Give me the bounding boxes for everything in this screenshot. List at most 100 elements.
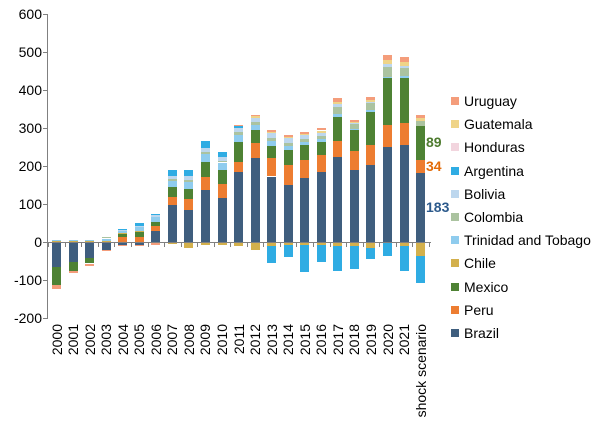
bar-segment-peru xyxy=(218,184,227,198)
bar-segment-trinidad-and-tobago xyxy=(168,180,177,187)
bar-segment-guatemala xyxy=(267,131,276,133)
y-tick-label: 300 xyxy=(18,120,42,136)
bar-segment-colombia xyxy=(416,121,425,126)
bar-segment-colombia xyxy=(317,136,326,139)
x-tick-label: 2007 xyxy=(164,324,180,356)
bar-segment-chile xyxy=(366,243,375,248)
legend-label-brazil: Brazil xyxy=(464,325,500,341)
bar-segment-mexico xyxy=(52,267,61,285)
bar-segment-chile xyxy=(300,243,309,245)
bar-segment-bolivia xyxy=(383,64,392,67)
bar-segment-guatemala xyxy=(366,100,375,102)
bar-segment-bolivia xyxy=(184,176,193,180)
bar-segment-colombia xyxy=(102,237,111,238)
legend-label-bolivia: Bolivia xyxy=(464,186,506,202)
x-tick-label: 2020 xyxy=(380,324,396,356)
bar-segment-trinidad-and-tobago xyxy=(135,227,144,231)
bar-segment-guatemala xyxy=(317,131,326,133)
bar-segment-peru xyxy=(383,125,392,147)
bar-segment-trinidad-and-tobago xyxy=(400,76,409,78)
bar-segment-peru xyxy=(317,155,326,172)
y-axis-tick xyxy=(43,280,47,281)
bar-segment-bolivia xyxy=(300,135,309,139)
y-axis-line xyxy=(47,14,48,319)
bar-segment-colombia xyxy=(300,139,309,142)
bar-segment-trinidad-and-tobago xyxy=(118,231,127,233)
bar-segment-chile xyxy=(201,243,210,245)
bar-segment-chile xyxy=(184,243,193,248)
bar-segment-brazil xyxy=(151,231,160,242)
x-tick-label: 2003 xyxy=(98,324,114,356)
bar-segment-trinidad-and-tobago xyxy=(350,128,359,130)
x-tick-label: 2000 xyxy=(49,324,65,356)
bar-segment-argentina xyxy=(317,245,326,262)
x-tick-label: 2013 xyxy=(264,324,280,356)
y-axis-tick xyxy=(43,14,47,15)
bar-segment-argentina xyxy=(400,246,409,271)
bar-segment-bolivia xyxy=(118,230,127,231)
bar-segment-chile xyxy=(400,243,409,246)
bar-segment-trinidad-and-tobago xyxy=(102,239,111,241)
bar-segment-trinidad-and-tobago xyxy=(251,124,260,130)
x-axis-tick xyxy=(214,243,215,247)
legend-label-uruguay: Uruguay xyxy=(464,93,517,109)
x-tick-label: 2009 xyxy=(197,324,213,356)
bar-segment-guatemala xyxy=(300,133,309,135)
bar-segment-colombia xyxy=(267,138,276,141)
legend-label-mexico: Mexico xyxy=(464,279,509,295)
bar-segment-colombia xyxy=(184,180,193,182)
bar-segment-argentina xyxy=(135,223,144,226)
y-tick-label: -200 xyxy=(13,310,42,326)
bar-segment-mexico xyxy=(218,169,227,184)
bar-segment-mexico xyxy=(350,130,359,151)
bar-segment-chile xyxy=(218,243,227,245)
bar-segment-chile xyxy=(85,241,94,242)
x-tick-label: 2018 xyxy=(346,324,362,356)
bar-segment-bolivia xyxy=(317,133,326,136)
bar-segment-bolivia xyxy=(267,133,276,138)
bar-segment-uruguay xyxy=(234,125,243,126)
bar-segment-chile xyxy=(118,233,127,234)
bar-segment-bolivia xyxy=(400,66,409,68)
bar-segment-peru xyxy=(333,140,342,157)
bar-segment-guatemala xyxy=(350,122,359,123)
bar-segment-brazil xyxy=(218,198,227,242)
bar-segment-argentina xyxy=(118,229,127,230)
legend-item-guatemala: Guatemala xyxy=(451,116,532,132)
bar-segment-uruguay xyxy=(350,120,359,122)
y-axis-tick xyxy=(43,204,47,205)
x-axis-tick xyxy=(98,243,99,247)
bar-segment-guatemala xyxy=(416,118,425,121)
bar-segment-uruguay xyxy=(267,130,276,132)
bar-segment-chile xyxy=(350,243,359,246)
y-tick-label: 500 xyxy=(18,44,42,60)
bar-segment-peru xyxy=(251,143,260,158)
bar-segment-uruguay xyxy=(135,245,144,246)
x-axis-tick xyxy=(164,243,165,247)
bar-segment-brazil xyxy=(251,158,260,242)
bar-segment-brazil xyxy=(135,243,144,245)
y-axis-tick xyxy=(43,52,47,53)
bar-segment-uruguay xyxy=(300,132,309,134)
x-axis-tick xyxy=(379,243,380,247)
bar-segment-trinidad-and-tobago xyxy=(267,141,276,146)
bar-segment-mexico xyxy=(300,145,309,160)
x-axis-tick xyxy=(396,243,397,247)
bar-segment-colombia xyxy=(366,103,375,110)
x-tick-label: 2021 xyxy=(396,324,412,356)
bar-segment-trinidad-and-tobago xyxy=(383,76,392,78)
y-axis-tick xyxy=(43,166,47,167)
legend-swatch-guatemala xyxy=(451,120,459,128)
x-axis-tick xyxy=(81,243,82,247)
bar-segment-argentina xyxy=(284,245,293,257)
legend-item-peru: Peru xyxy=(451,302,494,318)
bar-segment-argentina xyxy=(201,141,210,148)
bar-segment-brazil xyxy=(267,177,276,242)
y-tick-label: 200 xyxy=(18,158,42,174)
bar-segment-trinidad-and-tobago xyxy=(184,182,193,189)
legend-label-chile: Chile xyxy=(464,255,496,271)
bar-segment-chile xyxy=(102,240,111,242)
bar-segment-mexico xyxy=(184,189,193,199)
bar-segment-brazil xyxy=(85,243,94,258)
x-tick-label: 2005 xyxy=(131,324,147,356)
